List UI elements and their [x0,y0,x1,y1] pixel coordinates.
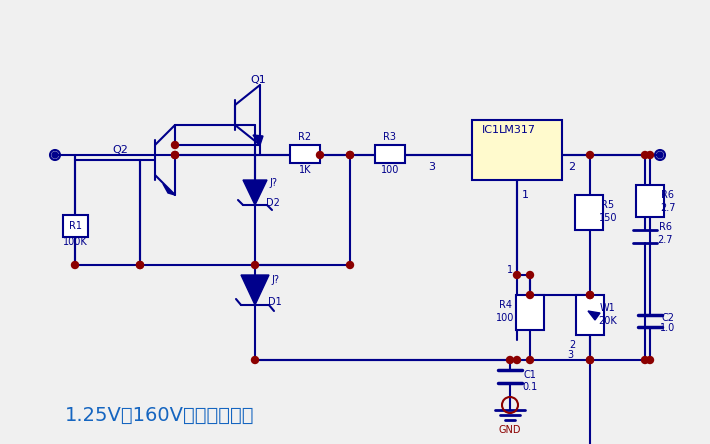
Bar [63,215,88,237]
Circle shape [172,151,178,159]
Text: 2.7: 2.7 [660,203,676,213]
Text: GND: GND [498,425,521,435]
Text: 2: 2 [569,340,575,350]
Text: 100: 100 [381,165,399,175]
Text: R1: R1 [68,221,82,231]
Circle shape [657,152,663,158]
Polygon shape [588,311,600,320]
Polygon shape [241,275,269,305]
Text: IC1: IC1 [482,125,500,135]
Text: C1: C1 [523,370,537,380]
Text: 100: 100 [496,313,514,323]
Text: J?: J? [271,275,279,285]
Polygon shape [163,184,175,195]
Circle shape [586,292,594,298]
Circle shape [586,357,594,364]
Circle shape [251,357,258,364]
Circle shape [346,151,354,159]
Text: Q1: Q1 [250,75,266,85]
Text: 1K: 1K [299,165,311,175]
Bar [636,185,664,217]
Circle shape [506,357,513,364]
Text: R2: R2 [298,132,312,142]
Bar [576,295,604,335]
Circle shape [642,357,648,364]
Text: W1: W1 [600,303,616,313]
Circle shape [647,357,653,364]
Text: LM317: LM317 [498,125,535,135]
Circle shape [586,292,594,298]
Polygon shape [243,180,267,205]
Text: R6: R6 [662,190,674,200]
Circle shape [586,151,594,159]
Bar [290,145,320,163]
Text: 20K: 20K [599,316,618,326]
Circle shape [647,151,653,159]
Circle shape [642,151,648,159]
Circle shape [527,357,533,364]
Circle shape [172,142,178,148]
Text: 1: 1 [507,265,513,275]
Circle shape [513,271,520,278]
Circle shape [317,151,324,159]
Text: 100K: 100K [62,237,87,247]
Text: 1.25V～160V可调稳唸电源: 1.25V～160V可调稳唸电源 [65,405,255,424]
Polygon shape [253,135,263,145]
Circle shape [346,262,354,269]
Circle shape [172,151,178,159]
Text: R4: R4 [498,300,511,310]
Text: R3: R3 [383,132,396,142]
Text: 2.7: 2.7 [657,235,673,245]
Circle shape [136,262,143,269]
Bar [516,295,544,330]
Circle shape [72,262,79,269]
Text: 1.0: 1.0 [660,323,676,333]
Text: 3: 3 [567,350,573,360]
Circle shape [586,357,594,364]
Text: 3: 3 [429,162,435,172]
Text: R6: R6 [658,222,672,232]
Circle shape [52,152,58,158]
Circle shape [527,271,533,278]
Circle shape [136,262,143,269]
Bar [472,120,562,180]
Text: 0.1: 0.1 [523,382,537,392]
Text: R5: R5 [601,200,615,210]
Circle shape [251,262,258,269]
Text: D1: D1 [268,297,282,307]
Circle shape [346,151,354,159]
Text: Q2: Q2 [112,145,128,155]
Bar [575,195,603,230]
Bar [375,145,405,163]
Text: C2: C2 [662,313,674,323]
Text: D2: D2 [266,198,280,208]
Text: 2: 2 [569,162,576,172]
Text: 150: 150 [599,213,617,223]
Text: J?: J? [269,178,277,188]
Circle shape [513,357,520,364]
Circle shape [527,292,533,298]
Text: 1: 1 [522,190,528,200]
